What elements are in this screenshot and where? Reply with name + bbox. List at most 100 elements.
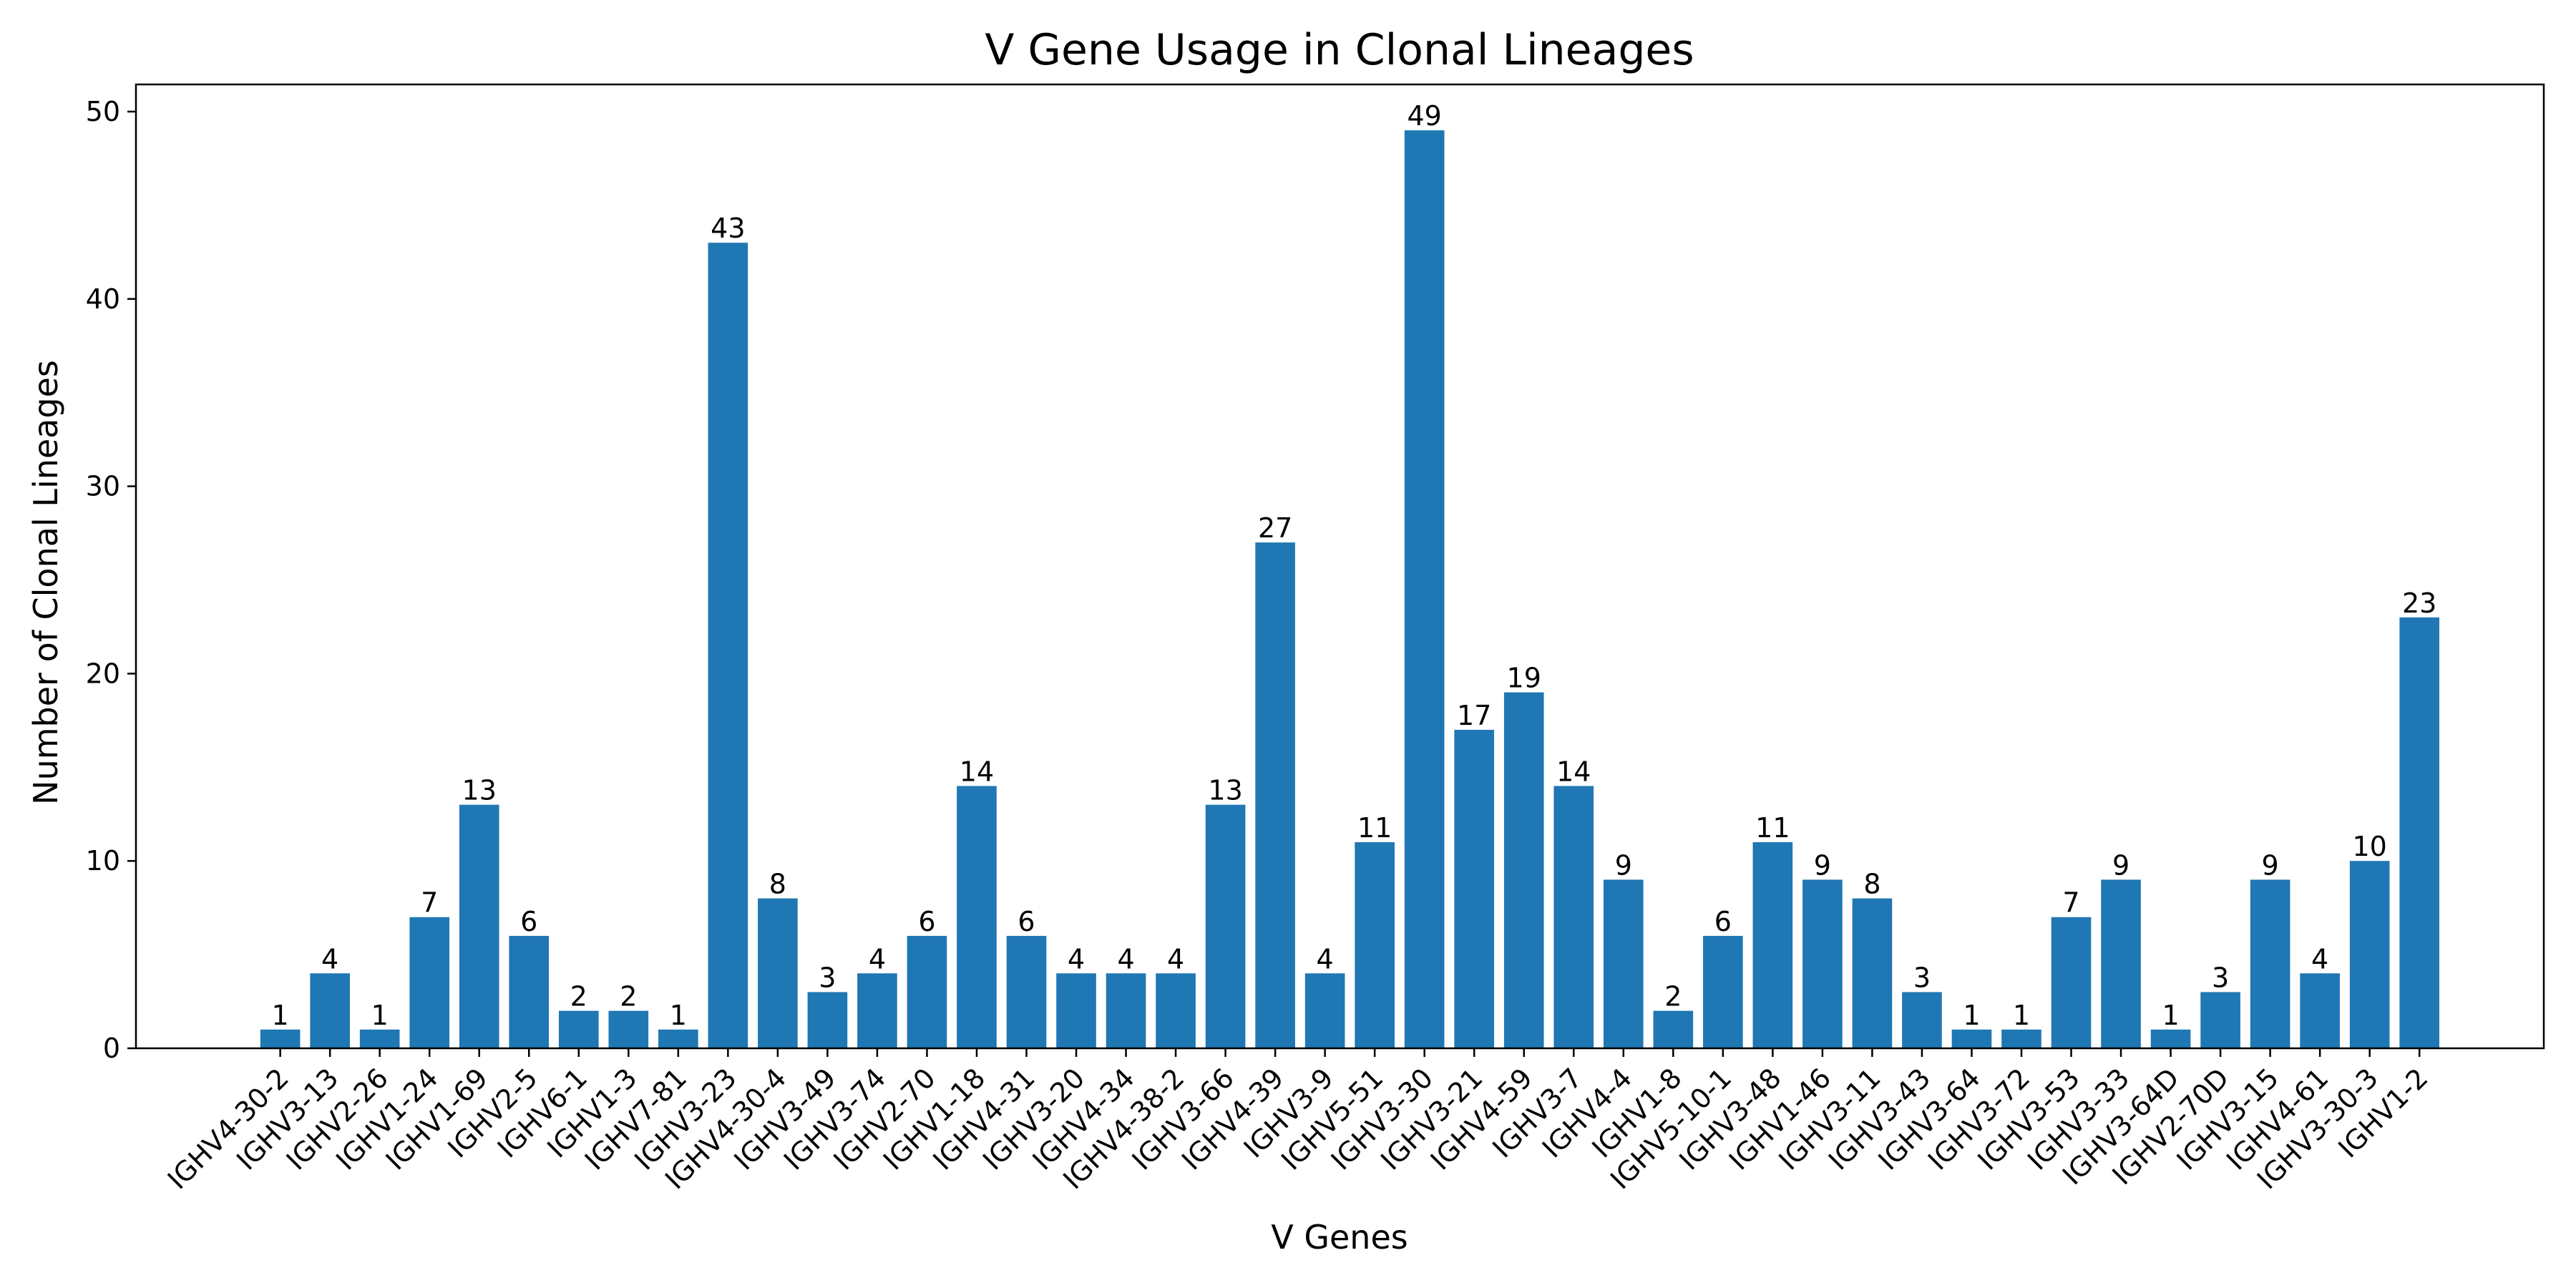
bar-IGHV1-46: [1802, 879, 1843, 1048]
data-label-IGHV2-26: 1: [371, 1000, 389, 1031]
data-label-IGHV3-66: 13: [1208, 775, 1242, 806]
bar-IGHV1-69: [459, 804, 499, 1048]
bar-IGHV1-3: [608, 1010, 649, 1048]
y-tick-label: 20: [86, 658, 120, 689]
y-tick-label: 50: [86, 96, 120, 127]
data-label-IGHV3-48: 11: [1755, 812, 1790, 844]
data-label-IGHV3-30-3: 10: [2352, 831, 2386, 862]
y-tick-label: 40: [86, 283, 120, 315]
bar-IGHV3-64D: [2150, 1029, 2191, 1048]
data-label-IGHV3-9: 4: [1317, 943, 1334, 975]
bar-IGHV4-61: [2300, 973, 2340, 1048]
bar-IGHV3-21: [1454, 729, 1495, 1048]
bar-IGHV3-20: [1056, 973, 1096, 1048]
bar-IGHV6-1: [558, 1010, 599, 1048]
bar-IGHV3-53: [2051, 917, 2092, 1048]
data-label-IGHV3-13: 4: [321, 943, 338, 975]
bar-IGHV4-39: [1255, 542, 1295, 1048]
data-label-IGHV1-24: 7: [421, 887, 438, 919]
data-label-IGHV4-30-4: 8: [769, 869, 786, 900]
bar-IGHV3-15: [2250, 879, 2290, 1048]
bar-IGHV4-30-2: [260, 1029, 301, 1048]
y-axis: 0 10 20 30 40 50: [86, 96, 136, 1064]
bar-IGHV4-31: [1006, 935, 1047, 1048]
data-label-IGHV3-33: 9: [2112, 849, 2129, 881]
data-label-IGHV3-74: 4: [869, 943, 886, 975]
data-label-IGHV1-8: 2: [1664, 981, 1682, 1013]
bar-IGHV1-24: [409, 917, 450, 1048]
bar-IGHV3-48: [1752, 842, 1793, 1048]
data-label-IGHV3-15: 9: [2262, 849, 2279, 881]
bar-IGHV7-81: [658, 1029, 698, 1048]
data-label-IGHV4-61: 4: [2311, 943, 2328, 975]
bar-IGHV3-11: [1852, 898, 1893, 1048]
bar-IGHV3-49: [807, 992, 848, 1048]
data-label-IGHV7-81: 1: [670, 1000, 687, 1031]
data-label-IGHV1-69: 13: [462, 775, 497, 806]
data-label-IGHV3-7: 14: [1556, 756, 1591, 787]
data-label-IGHV4-34: 4: [1117, 943, 1134, 975]
data-label-IGHV4-59: 19: [1507, 663, 1541, 694]
bar-IGHV3-23: [708, 243, 748, 1048]
data-label-IGHV3-64D: 1: [2162, 1000, 2179, 1031]
bar-IGHV4-38-2: [1156, 973, 1196, 1048]
data-label-IGHV3-20: 4: [1068, 943, 1085, 975]
data-label-IGHV1-2: 23: [2402, 587, 2436, 619]
bar-IGHV3-13: [310, 973, 350, 1048]
bar-IGHV2-70: [907, 935, 947, 1048]
data-label-IGHV3-72: 1: [2013, 1000, 2030, 1031]
bar-IGHV3-64: [1951, 1029, 1992, 1048]
data-label-IGHV3-23: 43: [711, 213, 745, 244]
data-label-IGHV5-51: 11: [1357, 812, 1392, 844]
bar-IGHV3-74: [857, 973, 897, 1048]
bar-IGHV3-72: [2001, 1029, 2041, 1048]
data-label-IGHV3-11: 8: [1863, 869, 1880, 900]
bar-IGHV3-66: [1205, 804, 1246, 1048]
bar-IGHV1-18: [957, 786, 997, 1048]
data-label-IGHV3-53: 7: [2062, 887, 2079, 919]
bar-IGHV2-5: [509, 935, 550, 1048]
data-label-IGHV4-38-2: 4: [1167, 943, 1184, 975]
y-tick-label: 0: [103, 1033, 120, 1064]
x-axis-label: V Genes: [1271, 1218, 1407, 1257]
bar-IGHV5-10-1: [1703, 935, 1743, 1048]
bar-IGHV3-7: [1553, 786, 1594, 1048]
data-label-IGHV4-39: 27: [1258, 512, 1292, 544]
data-label-IGHV5-10-1: 6: [1714, 906, 1732, 937]
bar-IGHV4-34: [1106, 973, 1146, 1048]
bars-group: [260, 130, 2439, 1049]
data-label-IGHV3-30: 49: [1407, 100, 1442, 132]
bar-IGHV3-30-3: [2349, 861, 2390, 1048]
data-label-IGHV6-1: 2: [570, 981, 587, 1013]
data-label-IGHV3-21: 17: [1457, 700, 1491, 731]
data-label-IGHV4-31: 6: [1018, 906, 1035, 937]
data-label-IGHV3-64: 1: [1963, 1000, 1980, 1031]
bar-IGHV3-30: [1404, 130, 1445, 1049]
bar-IGHV3-43: [1902, 992, 1942, 1048]
axes-frame: [135, 83, 2545, 1050]
bar-IGHV4-4: [1603, 879, 1644, 1048]
chart-title: V Gene Usage in Clonal Lineages: [985, 25, 1694, 75]
data-label-IGHV1-46: 9: [1814, 849, 1831, 881]
data-label-IGHV2-70D: 3: [2212, 962, 2229, 993]
y-axis-label: Number of Clonal Lineages: [26, 360, 65, 805]
y-tick-label: 30: [86, 471, 120, 502]
bar-IGHV5-51: [1355, 842, 1395, 1048]
data-label-IGHV4-4: 9: [1615, 849, 1632, 881]
data-label-IGHV2-70: 6: [918, 906, 935, 937]
data-label-IGHV1-18: 14: [960, 756, 994, 787]
data-label-IGHV2-5: 6: [520, 906, 537, 937]
bar-IGHV4-59: [1503, 692, 1544, 1048]
bar-IGHV1-2: [2399, 617, 2439, 1048]
bar-IGHV2-26: [359, 1029, 400, 1048]
y-tick-label: 10: [86, 845, 120, 877]
data-label-IGHV3-49: 3: [819, 962, 836, 993]
bar-IGHV1-8: [1653, 1010, 1694, 1048]
bar-IGHV2-70D: [2200, 992, 2240, 1048]
bar-IGHV4-30-4: [758, 898, 798, 1048]
bar-IGHV3-9: [1304, 973, 1345, 1048]
data-label-IGHV4-30-2: 1: [272, 1000, 289, 1031]
data-label-IGHV3-43: 3: [1913, 962, 1931, 993]
